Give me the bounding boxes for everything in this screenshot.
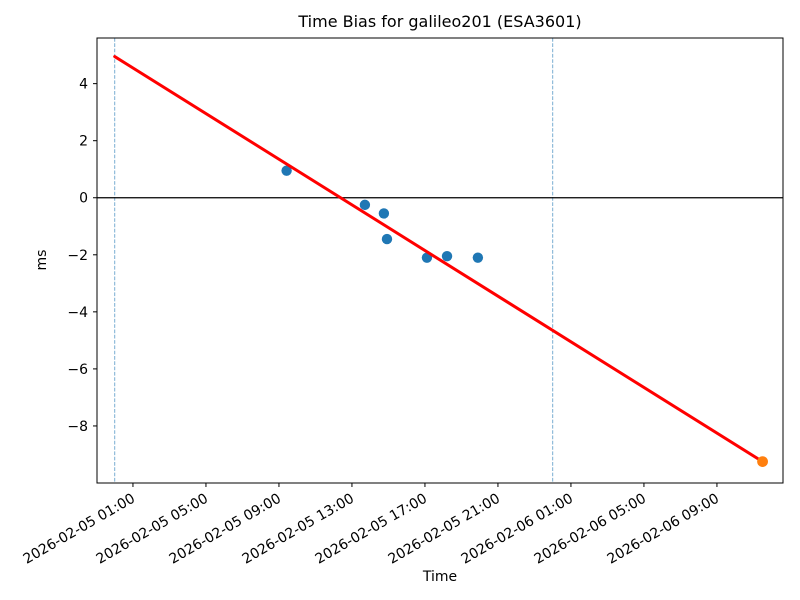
prediction-point [757,456,768,468]
measurement-point [378,208,390,219]
y-tick-label: 2 [79,134,88,150]
y-tick-label: 0 [79,191,88,207]
axes-spines [96,37,784,484]
measurement-point [359,199,371,211]
y-axis-label: ms [34,249,50,271]
y-tick-label: 4 [79,77,88,93]
measurement-point [381,233,393,245]
measurement-point [281,165,292,176]
y-tick-label: −8 [67,419,88,435]
y-tick-label: −2 [67,248,88,264]
x-axis-label: Time [422,569,458,585]
measurement-point [472,252,484,263]
chart-title: Time Bias for galileo201 (ESA3601) [298,12,582,31]
fit-line [113,55,765,464]
y-tick-label: −6 [67,362,88,378]
y-tick-label: −4 [67,305,88,321]
measurement-point [441,251,453,262]
